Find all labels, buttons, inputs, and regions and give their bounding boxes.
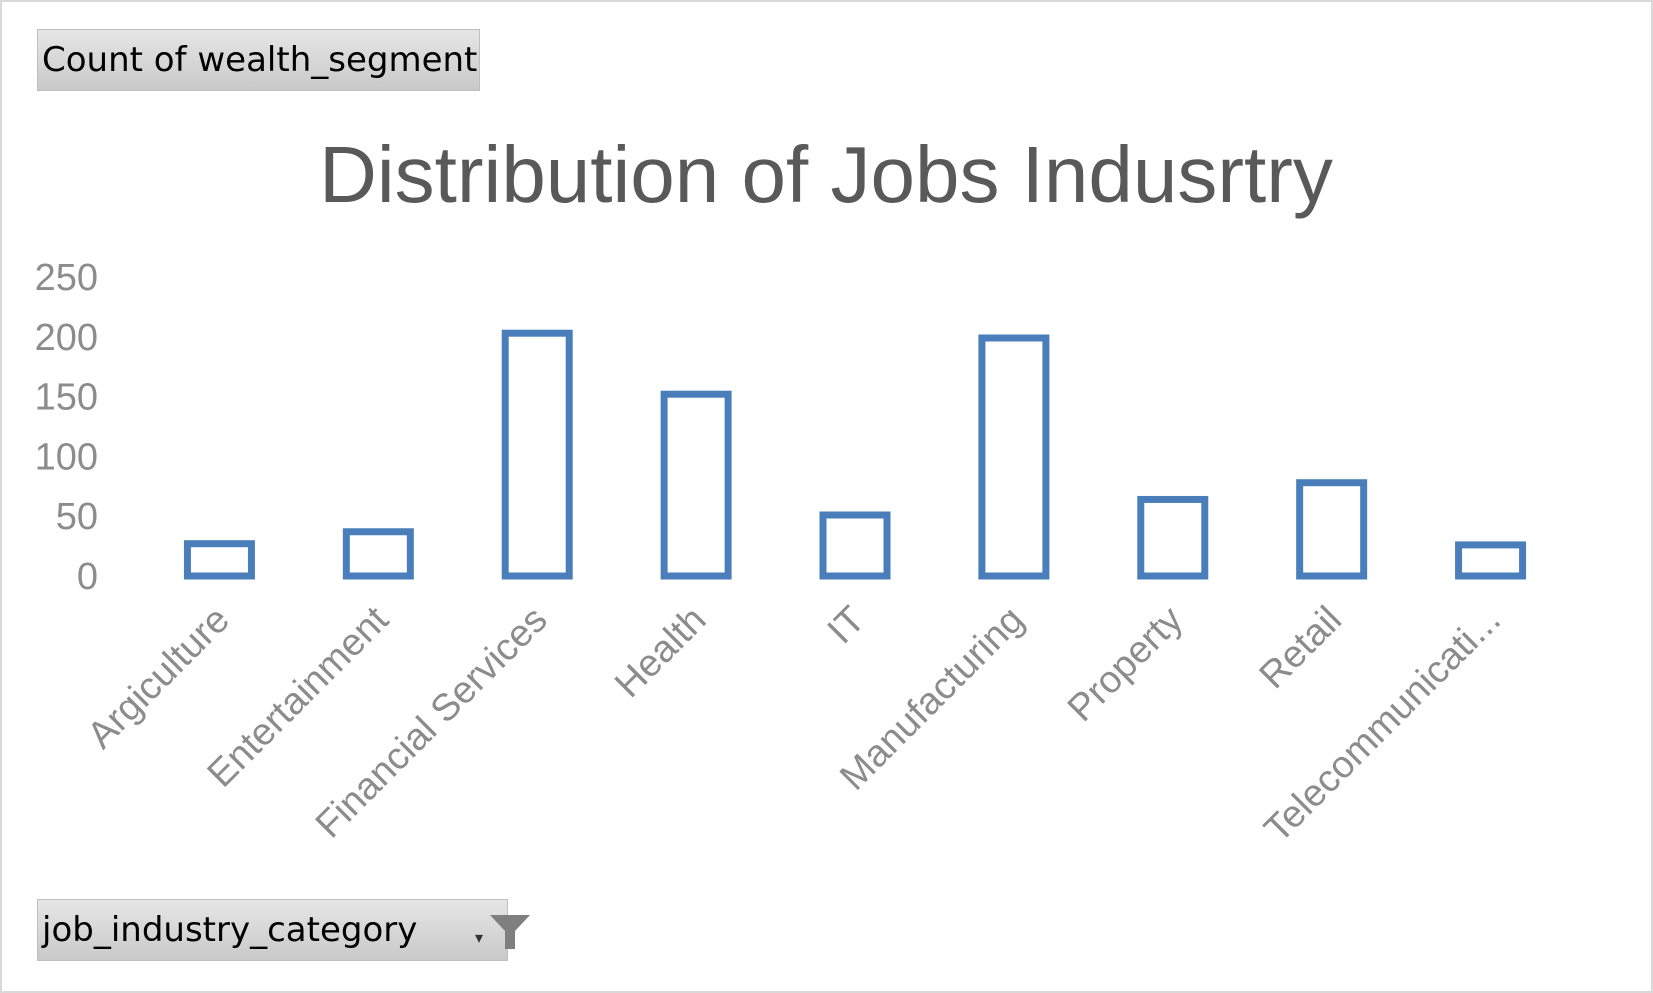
bar [501, 329, 573, 580]
x-tick-label: Argiculture [80, 599, 238, 757]
bar [978, 334, 1050, 580]
chart-title: Distribution of Jobs Indusrtry [319, 130, 1333, 219]
bar [1137, 495, 1209, 580]
x-tick-label: Retail [1252, 599, 1350, 697]
x-tick-label: Health [607, 599, 714, 706]
bar-series [183, 329, 1527, 580]
y-axis: 0 50 100 150 200 250 [35, 257, 98, 598]
x-tick-label: Property [1060, 599, 1191, 730]
y-tick-label: 100 [35, 436, 98, 478]
value-field-label: Count of wealth_segment [42, 40, 478, 80]
bar [342, 528, 414, 580]
bar [1296, 479, 1368, 580]
dropdown-arrow-icon[interactable]: ▾ [475, 928, 484, 947]
filter-icon[interactable] [488, 912, 532, 952]
y-tick-label: 0 [77, 556, 98, 598]
axis-field-label: job_industry_category [42, 910, 418, 950]
value-field-button[interactable]: Count of wealth_segment [37, 29, 480, 91]
axis-field-button[interactable]: job_industry_category ▾ [37, 899, 530, 961]
bar [183, 540, 255, 580]
y-tick-label: 200 [35, 317, 98, 359]
bar [660, 390, 732, 580]
y-tick-label: 150 [35, 377, 98, 419]
y-tick-label: 250 [35, 257, 98, 299]
bar [819, 511, 891, 580]
bar [1455, 541, 1527, 580]
y-tick-label: 50 [56, 496, 98, 538]
x-tick-label: IT [820, 599, 874, 653]
